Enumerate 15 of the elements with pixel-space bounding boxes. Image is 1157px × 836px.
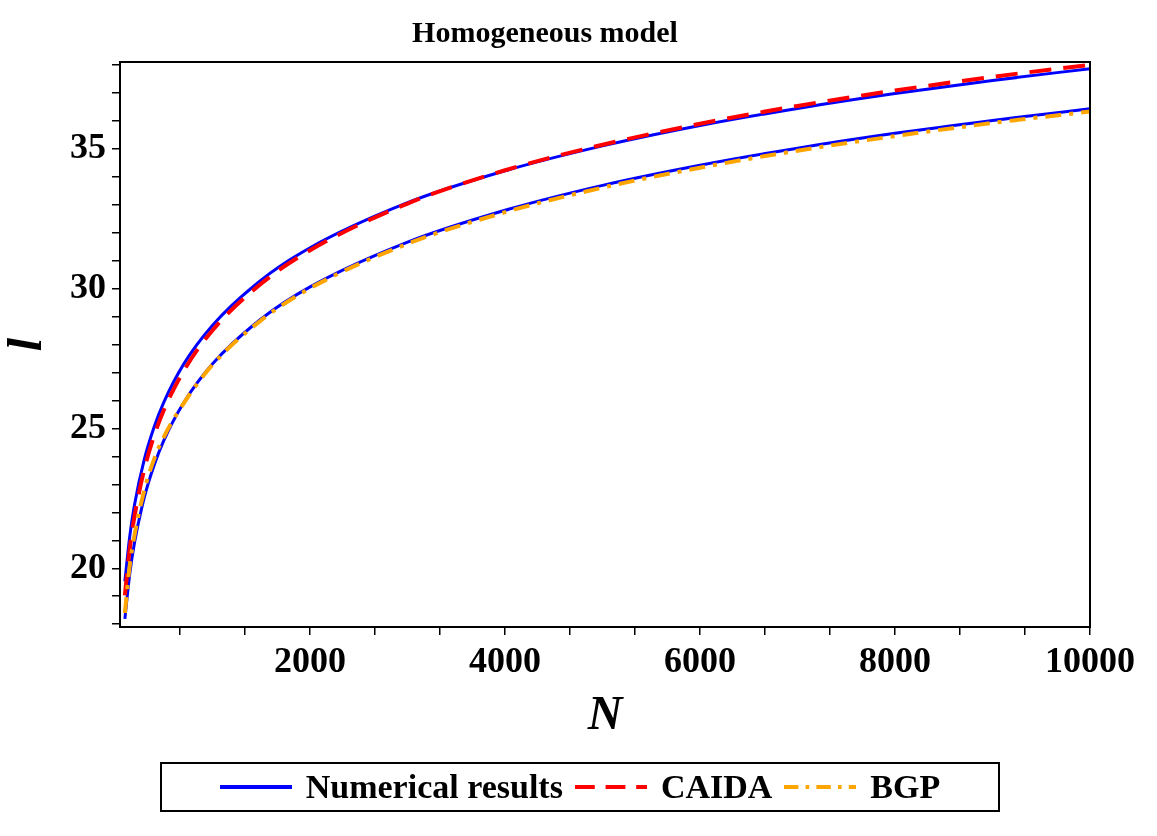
y-axis-title: l <box>0 337 52 352</box>
y-tick-label: 30 <box>70 265 106 306</box>
y-tick-label: 25 <box>70 405 106 446</box>
chart-title: Homogeneous model <box>412 14 678 48</box>
x-tick-label: 8000 <box>859 639 932 680</box>
legend-label: Numerical results <box>305 768 563 806</box>
y-tick-label: 35 <box>70 126 106 166</box>
x-tick-label: 6000 <box>664 639 737 680</box>
x-tick-label: 2000 <box>274 639 347 680</box>
legend-label: CAIDA <box>660 768 773 806</box>
x-tick-label: 10000 <box>1045 639 1135 680</box>
y-tick-label: 20 <box>70 545 106 586</box>
x-axis-title: N <box>586 685 625 739</box>
x-tick-label: 4000 <box>469 639 542 680</box>
legend-label: BGP <box>870 768 941 806</box>
